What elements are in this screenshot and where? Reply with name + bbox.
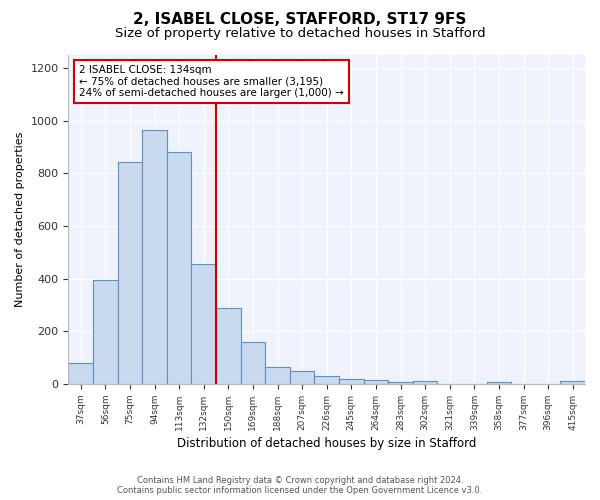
Bar — [93, 280, 118, 384]
Text: 2 ISABEL CLOSE: 134sqm
← 75% of detached houses are smaller (3,195)
24% of semi-: 2 ISABEL CLOSE: 134sqm ← 75% of detached… — [79, 65, 343, 98]
Bar — [364, 380, 388, 384]
Text: Contains HM Land Registry data © Crown copyright and database right 2024.
Contai: Contains HM Land Registry data © Crown c… — [118, 476, 482, 495]
Bar — [142, 130, 167, 384]
Bar — [314, 376, 339, 384]
Y-axis label: Number of detached properties: Number of detached properties — [15, 132, 25, 307]
Bar — [265, 367, 290, 384]
Bar — [167, 152, 191, 384]
Bar — [216, 308, 241, 384]
Bar — [487, 382, 511, 384]
Bar — [191, 264, 216, 384]
Text: 2, ISABEL CLOSE, STAFFORD, ST17 9FS: 2, ISABEL CLOSE, STAFFORD, ST17 9FS — [133, 12, 467, 28]
Bar — [413, 382, 437, 384]
Bar — [68, 363, 93, 384]
Bar — [290, 372, 314, 384]
Bar — [388, 382, 413, 384]
Bar — [560, 382, 585, 384]
Bar — [339, 378, 364, 384]
Bar — [241, 342, 265, 384]
Bar — [118, 162, 142, 384]
Text: Size of property relative to detached houses in Stafford: Size of property relative to detached ho… — [115, 28, 485, 40]
X-axis label: Distribution of detached houses by size in Stafford: Distribution of detached houses by size … — [177, 437, 476, 450]
